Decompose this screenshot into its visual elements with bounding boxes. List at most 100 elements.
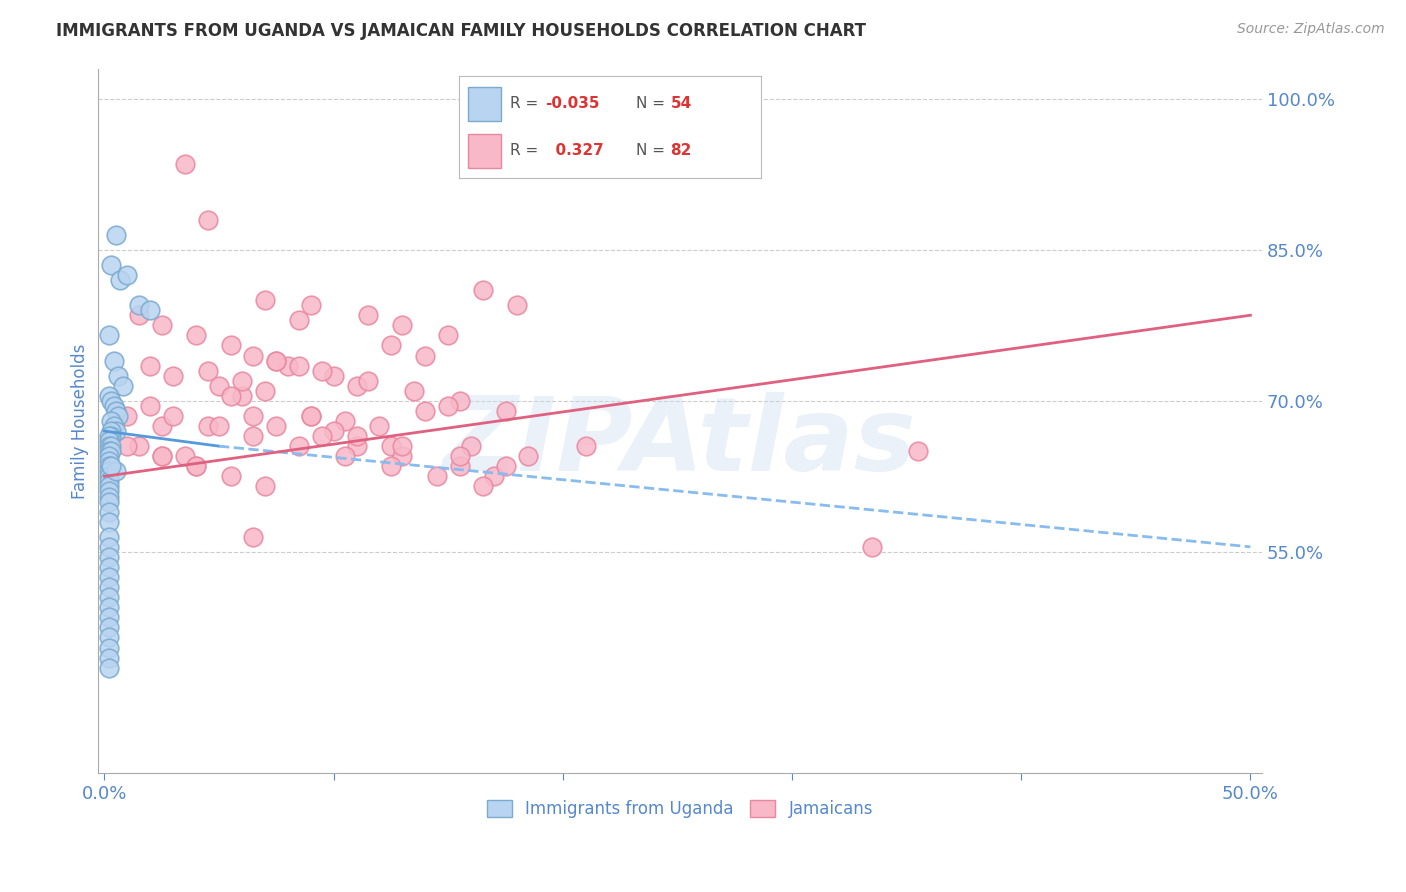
- Point: [139, 359, 162, 373]
- Point: [575, 439, 598, 453]
- Text: ZIPAtlas: ZIPAtlas: [443, 392, 917, 492]
- Point: [98, 661, 121, 675]
- Point: [197, 363, 219, 377]
- Point: [299, 409, 322, 423]
- Point: [380, 459, 402, 474]
- Point: [103, 353, 125, 368]
- Point: [150, 318, 173, 333]
- Point: [208, 419, 231, 434]
- Point: [184, 459, 207, 474]
- Text: IMMIGRANTS FROM UGANDA VS JAMAICAN FAMILY HOUSEHOLDS CORRELATION CHART: IMMIGRANTS FROM UGANDA VS JAMAICAN FAMIL…: [56, 22, 866, 40]
- Point: [98, 439, 121, 453]
- Point: [242, 349, 264, 363]
- Point: [98, 434, 121, 449]
- Point: [98, 515, 121, 529]
- Point: [150, 449, 173, 463]
- Point: [391, 449, 413, 463]
- Point: [495, 404, 517, 418]
- Point: [184, 459, 207, 474]
- Point: [449, 449, 471, 463]
- Point: [322, 368, 344, 383]
- Point: [103, 399, 125, 413]
- Point: [346, 429, 368, 443]
- Point: [415, 404, 437, 418]
- Point: [495, 459, 517, 474]
- Point: [107, 409, 129, 423]
- Point: [98, 549, 121, 564]
- Point: [517, 449, 540, 463]
- Point: [98, 505, 121, 519]
- Point: [98, 640, 121, 655]
- Point: [391, 439, 413, 453]
- Point: [471, 479, 494, 493]
- Point: [471, 283, 494, 297]
- Point: [98, 494, 121, 508]
- Point: [98, 530, 121, 544]
- Point: [104, 464, 127, 478]
- Point: [98, 560, 121, 574]
- Point: [98, 490, 121, 504]
- Point: [128, 308, 150, 322]
- Point: [322, 424, 344, 438]
- Point: [311, 429, 333, 443]
- Point: [100, 459, 122, 474]
- Point: [357, 308, 380, 322]
- Point: [184, 328, 207, 343]
- Point: [242, 429, 264, 443]
- Point: [380, 439, 402, 453]
- Point: [117, 409, 139, 423]
- Point: [311, 363, 333, 377]
- Point: [100, 444, 122, 458]
- Point: [98, 610, 121, 624]
- Point: [460, 439, 482, 453]
- Point: [437, 399, 460, 413]
- Point: [98, 459, 121, 474]
- Point: [449, 459, 471, 474]
- Point: [100, 258, 122, 272]
- Point: [482, 469, 505, 483]
- Point: [100, 439, 122, 453]
- Point: [253, 479, 276, 493]
- Point: [98, 444, 121, 458]
- Point: [219, 389, 242, 403]
- Point: [150, 449, 173, 463]
- Point: [98, 600, 121, 615]
- Point: [415, 349, 437, 363]
- Point: [98, 449, 121, 463]
- Point: [197, 212, 219, 227]
- Point: [98, 389, 121, 403]
- Y-axis label: Family Households: Family Households: [72, 343, 89, 499]
- Point: [117, 268, 139, 282]
- Point: [98, 591, 121, 605]
- Point: [100, 414, 122, 428]
- Point: [162, 368, 184, 383]
- Point: [173, 157, 195, 171]
- Point: [208, 378, 231, 392]
- Point: [266, 353, 288, 368]
- Point: [288, 313, 311, 327]
- Point: [98, 484, 121, 499]
- Point: [426, 469, 449, 483]
- Point: [98, 540, 121, 554]
- Point: [98, 328, 121, 343]
- Point: [100, 393, 122, 408]
- Point: [111, 378, 134, 392]
- Point: [128, 439, 150, 453]
- Point: [98, 479, 121, 493]
- Point: [110, 273, 132, 287]
- Point: [219, 469, 242, 483]
- Point: [391, 318, 413, 333]
- Point: [380, 338, 402, 352]
- Point: [288, 439, 311, 453]
- Point: [231, 374, 253, 388]
- Point: [299, 298, 322, 312]
- Point: [98, 454, 121, 468]
- Point: [104, 227, 127, 242]
- Point: [357, 374, 380, 388]
- Point: [346, 439, 368, 453]
- Point: [860, 540, 883, 554]
- Point: [173, 449, 195, 463]
- Point: [139, 399, 162, 413]
- Point: [162, 409, 184, 423]
- Point: [98, 650, 121, 665]
